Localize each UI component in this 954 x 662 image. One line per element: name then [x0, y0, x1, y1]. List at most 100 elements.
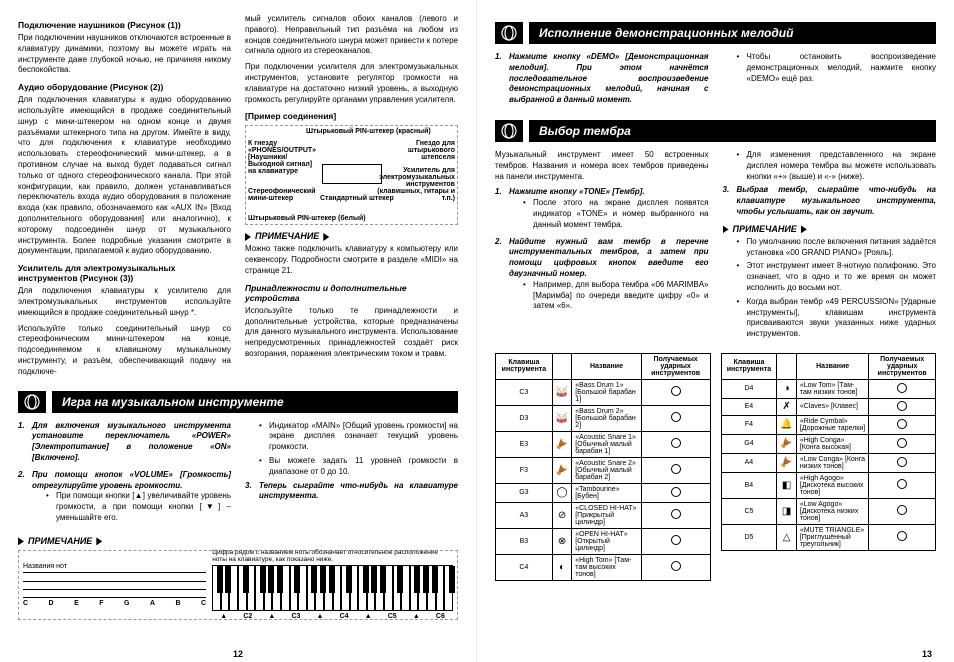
cell-circle: [641, 502, 710, 528]
tone-step-2-text: Найдите нужный вам тембр в перечне инстр…: [509, 237, 709, 278]
th-hit: Получаемых ударных инструментов: [869, 353, 936, 379]
cell-icon: 🪘: [552, 431, 571, 457]
diagram-label-e: Стереофонический мини-штекер: [248, 188, 308, 202]
cell-key: B4: [721, 472, 777, 498]
cell-circle: [641, 431, 710, 457]
table-row: C4◐«High Tom» [Там-там высоких тонов]: [496, 554, 711, 580]
cell-circle: [641, 554, 710, 580]
table-row: A3⊘«CLOSED HI-HAT» [Прикрытый цилиндр]: [496, 502, 711, 528]
diagram-label-g: Штырьковый PIN-штекер (белый): [248, 215, 366, 222]
note-heading-1: ПРИМЕЧАНИЕ: [245, 231, 458, 241]
cell-circle: [641, 457, 710, 483]
table-row: E3🪘«Acoustic Snare 1» [Обычный малый бар…: [496, 431, 711, 457]
audio-text: Для подключения клавиатуры к аудио обору…: [18, 95, 231, 257]
cell-icon: ◯: [552, 483, 571, 502]
th-key: Клавиша инструмента: [496, 353, 553, 379]
accessories-heading: Принадлежности и дополнительные устройст…: [245, 283, 458, 303]
cell-icon: ⊗: [552, 528, 571, 554]
cell-key: D4: [721, 379, 777, 398]
demo-step-1-text: Нажмите кнопку «DEMO» [Демонстрационная …: [509, 52, 709, 104]
accessories-text: Используйте только те принадлежности и д…: [245, 306, 458, 360]
percussion-table-right: Клавиша инструмента Название Получаемых …: [721, 353, 937, 551]
cell-circle: [869, 379, 936, 398]
section-title-demo: Исполнение демонстрационных мелодий: [529, 22, 936, 44]
tone-step-1: 1.Нажмите кнопку «TONE» [Тембр]. После э…: [495, 187, 709, 230]
amp-text-1: Для подключения клавиатуры к усилителю д…: [18, 286, 231, 318]
cell-name: «High Agogo» [Дискотека высоких тонов]: [796, 472, 869, 498]
amp-heading: Усилитель для электромузыкальных инструм…: [18, 263, 231, 283]
diagram-label-c: Гнездо для штырькового штепселя: [385, 140, 455, 161]
cell-icon: ✗: [777, 398, 796, 415]
amp-text-2: Используйте только соединительный шнур с…: [18, 324, 231, 378]
cell-icon: 🪘: [777, 453, 796, 472]
th-icon: [552, 353, 571, 379]
cell-name: «Low Conga» [Конга низких тонов]: [796, 453, 869, 472]
col2-para2: При подключении усилителя для электромуз…: [245, 62, 458, 105]
cell-circle: [869, 398, 936, 415]
cell-key: A3: [496, 502, 553, 528]
staff-lines: [23, 572, 206, 598]
note-letters: CDEFGABC: [23, 600, 206, 607]
cell-name: «Low Agogo» [Дискотека низких тонов]: [796, 498, 869, 524]
diagram-label-b: К гнезду «PHONES/OUTPUT» [Наушники/ Выхо…: [248, 140, 318, 175]
cell-circle: [869, 498, 936, 524]
cell-name: «Acoustic Snare 2» [Обычный малый бараба…: [572, 457, 641, 483]
cell-icon: ◐: [552, 554, 571, 580]
audio-heading: Аудио оборудование (Рисунок (2)): [18, 82, 231, 92]
step-3-text: Теперь сыграйте что-нибудь на клавиатуре…: [259, 481, 458, 501]
cell-name: «Claves» [Клавес]: [796, 398, 869, 415]
cell-key: G4: [721, 434, 777, 453]
section-title-tone: Выбор тембра: [529, 120, 936, 142]
headphones-text: При подключении наушников отключаются вс…: [18, 33, 231, 76]
col2-para1: мый усилитель сигналов обоих каналов (ле…: [245, 14, 458, 57]
tone-step-3-text: Выбрав тембр, сыграйте что-нибудь на кла…: [737, 185, 937, 216]
note-heading-3: ПРИМЕЧАНИЕ: [723, 224, 937, 234]
demo-step-1: 1.Нажмите кнопку «DEMO» [Демонстрационна…: [495, 52, 709, 106]
cell-circle: [641, 379, 710, 405]
cell-circle: [869, 472, 936, 498]
cell-name: «Bass Drum 1» [Большой барабан 1]: [572, 379, 641, 405]
step-2: 2.При помощи кнопок «VOLUME» [Громкость]…: [18, 470, 231, 524]
page-number-13: 13: [922, 649, 932, 659]
table-row: E4✗«Claves» [Клавес]: [721, 398, 936, 415]
th-name: Название: [572, 353, 641, 379]
section-icon: [495, 22, 523, 44]
table-row: F4🔔«Ride Cymbal» [Дорожные тарелки]: [721, 415, 936, 434]
cell-key: E4: [721, 398, 777, 415]
cell-key: B3: [496, 528, 553, 554]
cell-icon: 🥁: [552, 405, 571, 431]
note-names-label: Названия нот: [23, 563, 206, 570]
cell-name: «Acoustic Snare 1» [Обычный малый бараба…: [572, 431, 641, 457]
page12-col1: Подключение наушников (Рисунок (1)) При …: [18, 14, 231, 383]
cell-icon: △: [777, 524, 796, 550]
page-number-12: 12: [233, 649, 243, 659]
cell-circle: [641, 528, 710, 554]
table-row: F3🪘«Acoustic Snare 2» [Обычный малый бар…: [496, 457, 711, 483]
step-2-text: При помощи кнопок «VOLUME» [Громкость] о…: [32, 470, 231, 490]
cell-icon: ◨: [777, 498, 796, 524]
tone-step-1-text: Нажмите кнопку «TONE» [Тембр].: [509, 187, 645, 196]
tone-step-2-bullet: Например, для выбора тембра «06 MARIMBA»…: [523, 280, 709, 312]
step-1: 1.Для включения музыкального инструмента…: [18, 421, 231, 464]
tone-note-1: По умолчанию после включения питания зад…: [737, 237, 937, 259]
keyboard-diagram: Названия нот CDEFGABC Цифра рядом с назв…: [18, 550, 458, 620]
cell-circle: [641, 483, 710, 502]
table-row: D4◑«Low Tom» [Там-там низких тонов]: [721, 379, 936, 398]
page-12: Подключение наушников (Рисунок (1)) При …: [0, 0, 477, 662]
section-bar-play: Игра на музыкальном инструменте: [18, 391, 458, 413]
section-icon: [18, 391, 46, 413]
table-row: G4🪘«High Conga» [Конга высокая]: [721, 434, 936, 453]
table-row: D5△«MUTE TRIANGLE» [Приглушённый треугол…: [721, 524, 936, 550]
diagram-label-a: Штырьковый PIN-штекер (красный): [306, 128, 431, 135]
table-row: C3🥁«Bass Drum 1» [Большой барабан 1]: [496, 379, 711, 405]
cell-icon: 🔔: [777, 415, 796, 434]
cell-name: «Bass Drum 2» [Большой барабан 2]: [572, 405, 641, 431]
table-row: B4◧«High Agogo» [Дискотека высоких тонов…: [721, 472, 936, 498]
cell-name: «CLOSED HI-HAT» [Прикрытый цилиндр]: [572, 502, 641, 528]
tone-bullet-r1: Для изменения представленного на экране …: [737, 150, 937, 182]
tone-note-3: Когда выбран тембр «49 PERCUSSION» [Удар…: [737, 297, 937, 340]
table-row: C5◨«Low Agogo» [Дискотека низких тонов]: [721, 498, 936, 524]
cell-circle: [869, 524, 936, 550]
section-bar-demo: Исполнение демонстрационных мелодий: [495, 22, 936, 44]
cell-circle: [869, 415, 936, 434]
